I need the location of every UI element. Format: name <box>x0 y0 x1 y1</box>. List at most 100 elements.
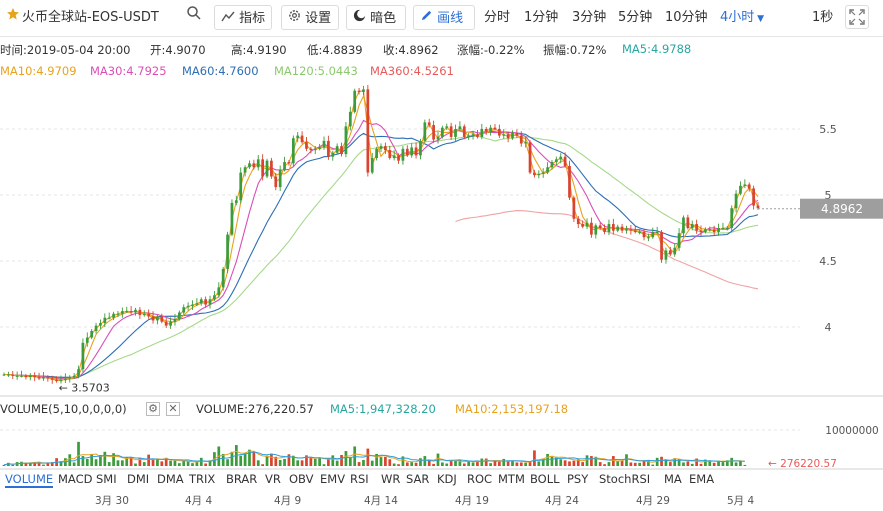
indicator-tab-rsi[interactable]: RSI <box>350 472 369 486</box>
period-tab[interactable]: 3分钟 <box>572 10 607 25</box>
fullscreen-icon[interactable] <box>845 5 869 29</box>
volume-bar <box>375 453 378 466</box>
candle <box>642 231 646 238</box>
candle <box>721 228 725 229</box>
theme-label: 暗色 <box>370 11 397 26</box>
indicator-tab-boll[interactable]: BOLL <box>530 472 560 486</box>
date-label: 4月 29 <box>636 495 670 507</box>
indicator-tab-ma[interactable]: MA <box>664 472 682 486</box>
candle <box>476 134 479 137</box>
gear-icon[interactable]: ⚙ <box>146 402 160 416</box>
indicators-label: 指标 <box>239 11 266 26</box>
volume-bar <box>77 441 80 466</box>
candle <box>252 163 256 168</box>
candle <box>432 125 435 140</box>
candle <box>313 148 317 151</box>
volume-bar <box>72 462 76 466</box>
ma10-line <box>4 94 759 381</box>
theme-button[interactable]: 暗色 <box>346 5 406 30</box>
indicator-tab-stochrsi[interactable]: StochRSI <box>599 472 651 486</box>
candle <box>629 229 633 231</box>
indicator-tab-psy[interactable]: PSY <box>567 472 589 486</box>
candle <box>366 89 370 173</box>
candle <box>638 231 641 233</box>
period-tab-active[interactable]: 4小时 ▼ <box>720 5 764 30</box>
indicator-tab-roc[interactable]: ROC <box>467 472 493 486</box>
gear-icon <box>288 10 301 26</box>
candle <box>458 126 462 129</box>
indicator-tab-volume[interactable]: VOLUME <box>5 472 54 488</box>
indicator-tab-dma[interactable]: DMA <box>157 472 184 486</box>
volume-bar <box>594 456 598 466</box>
volume-bar <box>327 458 330 466</box>
period-tab[interactable]: 10分钟 <box>665 10 708 25</box>
chevron-down-icon: ▼ <box>754 14 765 24</box>
indicator-tab-kdj[interactable]: KDJ <box>437 472 457 486</box>
candle <box>655 231 659 233</box>
candle <box>318 147 321 149</box>
draw-line-button[interactable]: 画线 <box>413 5 475 30</box>
y-tick-label: 4 <box>825 321 832 334</box>
candle <box>256 159 260 168</box>
indicator-tab-obv[interactable]: OBV <box>289 472 314 486</box>
indicator-tab-sar[interactable]: SAR <box>406 472 430 486</box>
candle <box>734 193 738 209</box>
indicator-tab-wr[interactable]: WR <box>381 472 401 486</box>
candle <box>699 230 703 232</box>
volume-bar <box>682 462 685 466</box>
volume-bar <box>37 461 41 466</box>
settings-button[interactable]: 设置 <box>281 5 339 30</box>
period-tab[interactable]: 1分钟 <box>524 10 559 25</box>
volume-bar <box>739 461 742 466</box>
volume-bar <box>99 454 102 466</box>
volume-bar <box>208 460 212 466</box>
volume-bar <box>138 458 142 466</box>
volume-bar <box>410 462 414 466</box>
volume-bar <box>348 457 352 466</box>
candle <box>309 148 313 151</box>
indicators-button[interactable]: 指标 <box>214 5 272 30</box>
indicator-tab-macd[interactable]: MACD <box>58 472 93 486</box>
candle <box>270 160 273 177</box>
volume-bar <box>441 462 444 466</box>
candle <box>498 129 501 136</box>
volume-bar <box>730 457 734 466</box>
close-icon[interactable]: ✕ <box>166 402 180 416</box>
volume-bar <box>107 462 111 466</box>
candle <box>37 377 41 379</box>
candle <box>502 134 506 136</box>
candle <box>533 172 536 176</box>
period-tab[interactable]: 5分钟 <box>618 10 653 25</box>
candle <box>379 146 383 149</box>
indicator-tab-dmi[interactable]: DMI <box>127 472 150 486</box>
info-ma5: MA5:4.9788 <box>622 42 692 56</box>
indicator-tab-ema[interactable]: EMA <box>689 472 715 486</box>
volume-bar <box>511 460 514 466</box>
candle <box>467 135 471 137</box>
volume-bar <box>550 456 554 466</box>
indicator-tab-mtm[interactable]: MTM <box>498 472 525 486</box>
candle <box>182 307 186 313</box>
favorite-star-icon[interactable] <box>6 5 20 30</box>
date-label: 5月 4 <box>727 495 755 507</box>
volume-bar <box>296 460 300 466</box>
candle <box>739 185 742 194</box>
volume-bar <box>651 464 655 466</box>
period-tab[interactable]: 分时 <box>484 10 511 25</box>
candle <box>142 313 146 316</box>
indicator-tab-smi[interactable]: SMI <box>96 472 117 486</box>
candle <box>55 379 58 382</box>
candle <box>85 337 89 343</box>
indicator-tab-trix[interactable]: TRIX <box>189 472 216 486</box>
indicator-tab-emv[interactable]: EMV <box>320 472 346 486</box>
indicator-tab-brar[interactable]: BRAR <box>226 472 258 486</box>
volume-bar <box>318 457 321 466</box>
indicator-tab-vr[interactable]: VR <box>265 472 281 486</box>
candle <box>335 146 339 153</box>
interval-label[interactable]: 1秒 <box>812 10 834 25</box>
search-icon[interactable] <box>186 5 202 30</box>
volume-bar <box>515 462 519 466</box>
candle <box>462 126 466 137</box>
candle <box>199 299 203 304</box>
